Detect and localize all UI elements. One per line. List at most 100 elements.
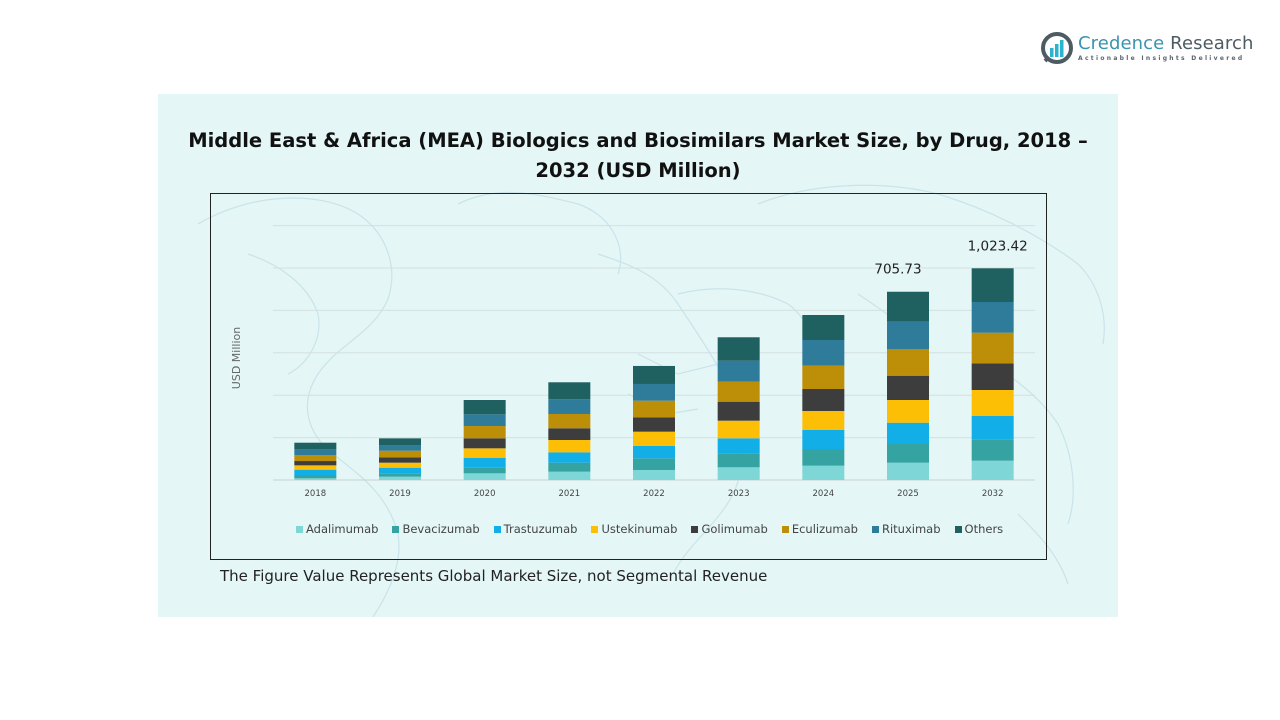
x-tick-label: 2020 bbox=[474, 489, 496, 499]
bar-segment-others-2025 bbox=[887, 291, 929, 322]
legend-swatch bbox=[296, 525, 303, 533]
bar-segment-ustekinumab-2019 bbox=[379, 462, 421, 468]
chart-frame: USD Million 2018 2019 2020 2021 2022 2023 2024 2… bbox=[210, 193, 1047, 560]
bar-segment-golimumab-2022 bbox=[633, 417, 675, 432]
bar-segment-bevacizumab-2032 bbox=[971, 439, 1014, 461]
bar-segment-ustekinumab-2022 bbox=[633, 431, 675, 446]
legend-label: Others bbox=[964, 522, 1004, 536]
chart-plot: USD Million 2018 2019 2020 2021 2022 2023 2024 2… bbox=[230, 225, 1035, 499]
brand-name-part2: Research bbox=[1164, 33, 1254, 54]
legend-swatch bbox=[591, 525, 599, 533]
bar-segment-golimumab-2032 bbox=[971, 363, 1014, 391]
bar-segment-trastuzumab-2019 bbox=[379, 467, 421, 474]
bar-segment-trastuzumab-2018 bbox=[294, 469, 337, 476]
bar-segment-ustekinumab-2023 bbox=[717, 420, 760, 439]
bar-segment-rituximab-2025 bbox=[887, 321, 929, 350]
bar-segment-rituximab-2019 bbox=[379, 445, 421, 451]
legend-swatch bbox=[954, 525, 962, 533]
legend-label: Trastuzumab bbox=[503, 522, 578, 536]
bar-segment-trastuzumab-2024 bbox=[802, 429, 845, 449]
bar-segment-others-2019 bbox=[379, 438, 421, 446]
chart-legend: Adalimumab Bevacizumab Trastuzumab Ustekinu… bbox=[296, 522, 1003, 536]
bar-segment-golimumab-2025 bbox=[887, 375, 929, 401]
footnote: The Figure Value Represents Global Marke… bbox=[220, 567, 768, 585]
legend-item-ustekinumab: Ustekinumab bbox=[591, 522, 677, 536]
bar-segment-golimumab-2023 bbox=[717, 401, 760, 421]
bar-segment-trastuzumab-2021 bbox=[548, 452, 591, 463]
legend-label: Eculizumab bbox=[791, 522, 858, 536]
bar-segment-adalimumab-2024 bbox=[802, 465, 845, 480]
bar-segment-eculizumab-2023 bbox=[717, 381, 760, 402]
bar-segment-golimumab-2019 bbox=[379, 457, 421, 463]
chart-title: Middle East & Africa (MEA) Biologics and… bbox=[188, 129, 1088, 182]
bar-segment-golimumab-2018 bbox=[294, 461, 337, 466]
bar-segment-rituximab-2023 bbox=[717, 360, 760, 382]
chart-panel: Middle East & Africa (MEA) Biologics and… bbox=[158, 94, 1118, 617]
legend-label: Bevacizumab bbox=[402, 522, 480, 536]
legend-item-bevacizumab: Bevacizumab bbox=[392, 522, 480, 536]
legend-swatch bbox=[392, 525, 400, 533]
bar-segment-rituximab-2021 bbox=[548, 399, 591, 414]
bar-segment-trastuzumab-2022 bbox=[633, 445, 675, 459]
x-tick-label: 2025 bbox=[897, 489, 919, 499]
bar-segment-eculizumab-2024 bbox=[802, 365, 845, 389]
legend-label: Ustekinumab bbox=[601, 522, 678, 536]
bar-segment-ustekinumab-2021 bbox=[548, 440, 591, 453]
bar-segment-golimumab-2024 bbox=[802, 388, 845, 412]
x-tick-label: 2023 bbox=[728, 489, 750, 499]
legend-label: Rituximab bbox=[881, 522, 941, 536]
x-tick-label: 2021 bbox=[559, 489, 581, 499]
bar-segment-trastuzumab-2020 bbox=[463, 457, 506, 468]
bar-segment-others-2021 bbox=[548, 382, 591, 400]
bar-segment-bevacizumab-2024 bbox=[802, 448, 845, 466]
bar-segment-rituximab-2032 bbox=[971, 302, 1014, 333]
bar-segment-golimumab-2020 bbox=[463, 438, 506, 449]
bar-segment-golimumab-2021 bbox=[548, 428, 591, 441]
legend-label: Golimumab bbox=[701, 522, 768, 536]
bar-segment-others-2023 bbox=[717, 337, 760, 361]
bar-segment-eculizumab-2020 bbox=[463, 426, 506, 439]
bar-segment-trastuzumab-2023 bbox=[717, 438, 760, 454]
bar-segment-adalimumab-2019 bbox=[379, 476, 421, 480]
bar-segment-rituximab-2020 bbox=[463, 414, 506, 427]
bar-segment-eculizumab-2022 bbox=[633, 400, 675, 418]
bar-segment-ustekinumab-2020 bbox=[463, 448, 506, 458]
bar-segment-ustekinumab-2032 bbox=[971, 390, 1014, 417]
legend-swatch bbox=[493, 525, 501, 533]
bar-segment-bevacizumab-2021 bbox=[548, 462, 591, 472]
bar-segment-bevacizumab-2023 bbox=[717, 453, 760, 468]
legend-swatch bbox=[871, 525, 879, 533]
bar-segment-rituximab-2024 bbox=[802, 340, 845, 366]
bar-segment-others-2024 bbox=[802, 315, 845, 341]
legend-item-eculizumab: Eculizumab bbox=[781, 522, 858, 536]
bar-segment-eculizumab-2019 bbox=[379, 450, 421, 458]
bar-segment-eculizumab-2018 bbox=[294, 455, 337, 462]
x-tick-label: 2018 bbox=[305, 489, 327, 499]
bar-segment-bevacizumab-2018 bbox=[294, 475, 337, 479]
bar-segment-others-2022 bbox=[633, 365, 675, 384]
legend-item-rituximab: Rituximab bbox=[871, 522, 941, 536]
bar-segment-eculizumab-2032 bbox=[971, 332, 1014, 364]
bar-segment-others-2032 bbox=[971, 268, 1014, 303]
bar-segment-ustekinumab-2018 bbox=[294, 465, 337, 470]
bar-segment-others-2018 bbox=[294, 442, 337, 450]
bar-segment-eculizumab-2025 bbox=[887, 349, 929, 376]
brand-name: Credence Research bbox=[1078, 33, 1254, 55]
bar-segment-trastuzumab-2032 bbox=[971, 416, 1014, 440]
y-axis-label: USD Million bbox=[230, 327, 243, 389]
bar-segment-adalimumab-2021 bbox=[548, 471, 591, 480]
data-label: 705.73 bbox=[874, 262, 921, 278]
bar-segment-adalimumab-2023 bbox=[717, 467, 760, 480]
x-tick-label: 2024 bbox=[813, 489, 835, 499]
brand-name-part1: Credence bbox=[1078, 33, 1165, 54]
bar-segment-others-2020 bbox=[463, 400, 506, 415]
bar-segment-rituximab-2018 bbox=[294, 449, 337, 456]
x-tick-label: 2022 bbox=[643, 489, 665, 499]
bar-segment-adalimumab-2022 bbox=[633, 469, 675, 480]
legend-item-others: Others bbox=[954, 522, 1004, 536]
bar-segment-ustekinumab-2025 bbox=[887, 400, 929, 423]
legend-item-trastuzumab: Trastuzumab bbox=[493, 522, 578, 536]
legend-swatch bbox=[781, 525, 789, 533]
bar-segment-adalimumab-2025 bbox=[887, 462, 929, 480]
bar-segment-adalimumab-2032 bbox=[971, 460, 1014, 480]
